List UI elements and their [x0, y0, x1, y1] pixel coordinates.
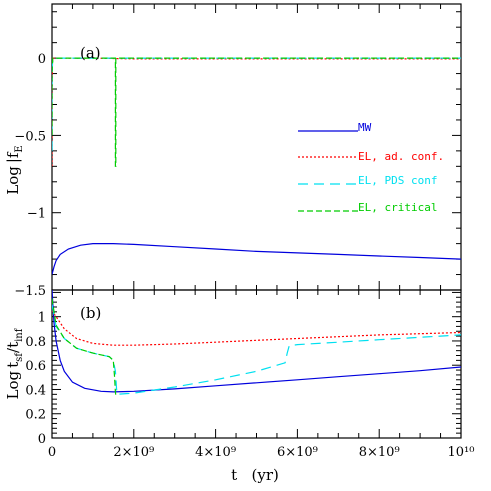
series-line-el-ad-conf [52, 310, 461, 346]
panel-a: −1.5 −1 −0.5 0 (a) Log|fE MW EL, ad. conf. … [4, 3, 462, 299]
x-axis-label: t (yr) [231, 466, 279, 484]
legend-entry-el-ad: EL, ad. conf. [298, 150, 444, 163]
series-line-el-critical [52, 298, 117, 396]
panel-b-x-tick-labels: 0 2×10⁹ 4×10⁹ 6×10⁹ 8×10⁹ 10¹⁰ [48, 445, 475, 460]
panel-a-ticks [51, 4, 462, 291]
panel-a-series [52, 57, 461, 275]
legend-label-el-ad: EL, ad. conf. [358, 150, 444, 163]
series-line-el-pds-conf [52, 304, 461, 395]
legend: MW EL, ad. conf. EL, PDS conf EL, critic… [298, 121, 444, 214]
panel-b-ticks [51, 290, 462, 439]
y-tick-label: 0.4 [25, 383, 46, 398]
y-tick-label: 0.6 [25, 359, 46, 374]
legend-label-el-pds: EL, PDS conf [358, 174, 437, 187]
x-tick-label: 0 [48, 445, 56, 460]
x-tick-label: 8×10⁹ [359, 445, 400, 460]
y-tick-label: −0.5 [14, 129, 46, 144]
panel-a-frame [51, 3, 462, 291]
legend-label-mw: MW [358, 121, 372, 134]
panel-b: 0 0.2 0.4 0.6 0.8 1 0 2×10⁹ 4×10⁹ 6×10⁹ 8×10⁹ 10¹⁰… [4, 289, 475, 460]
series-line-mw [52, 243, 461, 275]
panel-a-ylabel: Log|fE [4, 145, 25, 195]
panel-b-y-tick-labels: 0 0.2 0.4 0.6 0.8 1 [25, 311, 46, 447]
x-tick-label: 4×10⁹ [195, 445, 236, 460]
panel-b-ylabel: Logtsf/tinf [4, 327, 25, 399]
x-tick-label: 2×10⁹ [113, 445, 154, 460]
legend-entry-el-pds: EL, PDS conf [298, 174, 437, 187]
panel-a-y-tick-labels: −1.5 −1 −0.5 0 [14, 52, 46, 299]
panel-b-label: (b) [80, 304, 101, 322]
x-tick-label: 10¹⁰ [448, 445, 475, 460]
y-tick-label: −1 [27, 207, 46, 222]
series-line-el-critical [52, 57, 461, 167]
x-tick-label: 6×10⁹ [277, 445, 318, 460]
y-tick-label: 0 [38, 52, 46, 67]
y-tick-label: 0.2 [25, 408, 46, 423]
y-tick-label: 1 [38, 311, 46, 326]
legend-entry-mw: MW [298, 121, 372, 134]
series-line-mw [52, 290, 461, 393]
panel-a-label: (a) [80, 44, 101, 62]
legend-entry-el-critical: EL, critical [298, 201, 437, 214]
panel-b-series [52, 290, 461, 396]
y-tick-label: 0 [38, 432, 46, 447]
y-tick-label: −1.5 [14, 284, 46, 299]
y-tick-label: 0.8 [25, 335, 46, 350]
series-line-el-pds-conf [52, 57, 461, 151]
legend-label-el-critical: EL, critical [358, 201, 437, 214]
